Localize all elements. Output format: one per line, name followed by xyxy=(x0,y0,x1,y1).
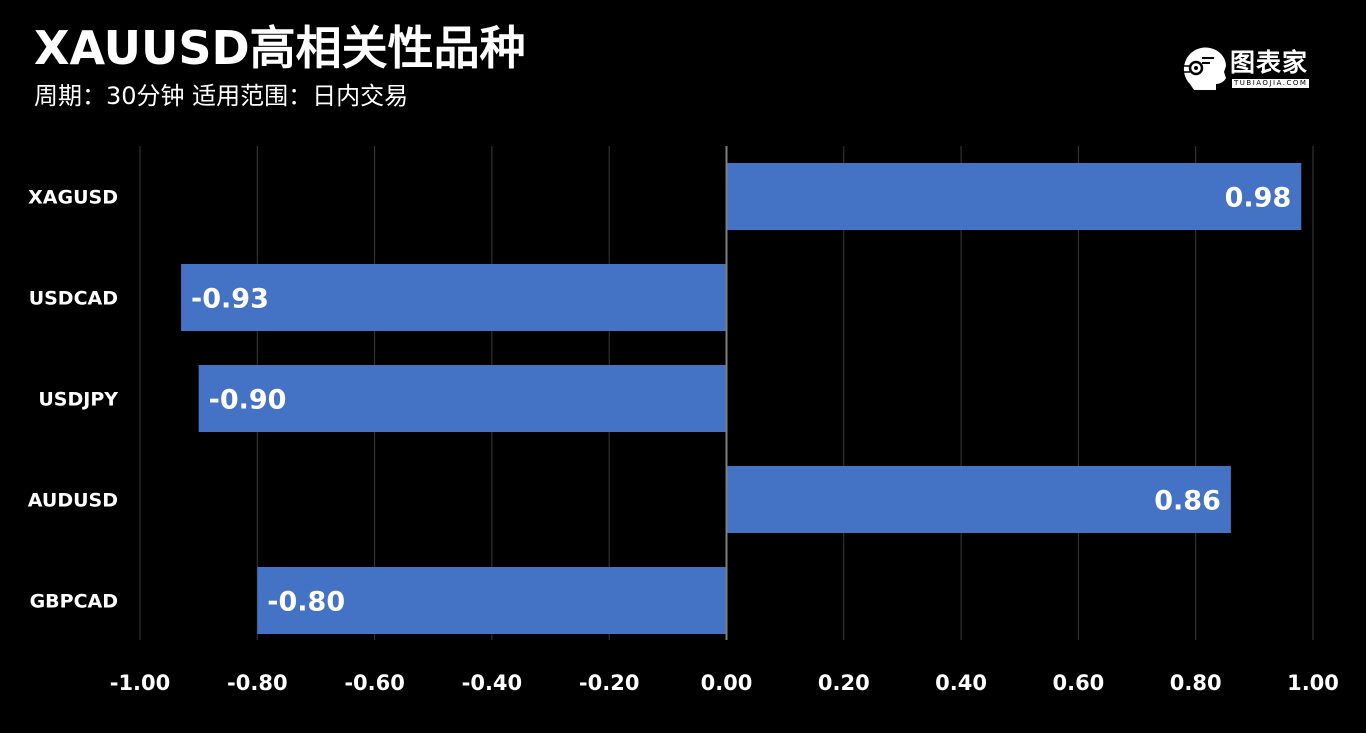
x-tick-label: 0.80 xyxy=(1170,671,1222,695)
x-tick-label: 0.40 xyxy=(935,671,987,695)
brand-logo: 图表家 TUBIAOJIA.COM xyxy=(1180,44,1330,96)
x-tick-labels: -1.00 -0.80 -0.60 -0.40 -0.20 0.00 0.20 0.40 0.6… xyxy=(110,671,1339,695)
x-tick-label: -1.00 xyxy=(110,671,171,695)
bar-audusd xyxy=(726,466,1231,533)
value-label: 0.98 xyxy=(1225,183,1292,214)
x-tick-label: 0.00 xyxy=(701,671,753,695)
bar-usdcad xyxy=(181,264,727,331)
x-tick-label: 1.00 xyxy=(1287,671,1339,695)
page-title: XAUUSD高相关性品种 xyxy=(34,21,526,75)
page-subtitle: 周期：30分钟 适用范围：日内交易 xyxy=(34,82,409,110)
robot-head-icon xyxy=(1183,47,1226,90)
value-label: 0.86 xyxy=(1154,486,1221,517)
x-tick-label: -0.80 xyxy=(227,671,288,695)
bars xyxy=(181,163,1302,634)
category-label: XAGUSD xyxy=(28,187,118,209)
category-labels: XAGUSD USDCAD USDJPY AUDUSD GBPCAD xyxy=(28,187,118,613)
value-labels: 0.98 -0.93 -0.90 0.86 -0.80 xyxy=(191,183,1291,618)
logo-text: 图表家 xyxy=(1230,48,1309,77)
bar-usdjpy xyxy=(198,365,727,432)
bar-xagusd xyxy=(726,163,1302,230)
value-label: -0.93 xyxy=(191,284,269,315)
x-tick-label: -0.20 xyxy=(579,671,640,695)
value-label: -0.90 xyxy=(209,385,287,416)
category-label: USDCAD xyxy=(29,288,118,310)
category-label: GBPCAD xyxy=(30,591,118,613)
logo-subtext: TUBIAOJIA.COM xyxy=(1232,79,1310,88)
category-label: AUDUSD xyxy=(28,490,118,512)
bar-gbpcad xyxy=(257,567,727,634)
x-tick-label: 0.60 xyxy=(1052,671,1104,695)
x-tick-label: 0.20 xyxy=(818,671,870,695)
x-tick-label: -0.40 xyxy=(462,671,523,695)
category-label: USDJPY xyxy=(38,389,118,411)
x-tick-label: -0.60 xyxy=(344,671,405,695)
value-label: -0.80 xyxy=(267,587,345,618)
